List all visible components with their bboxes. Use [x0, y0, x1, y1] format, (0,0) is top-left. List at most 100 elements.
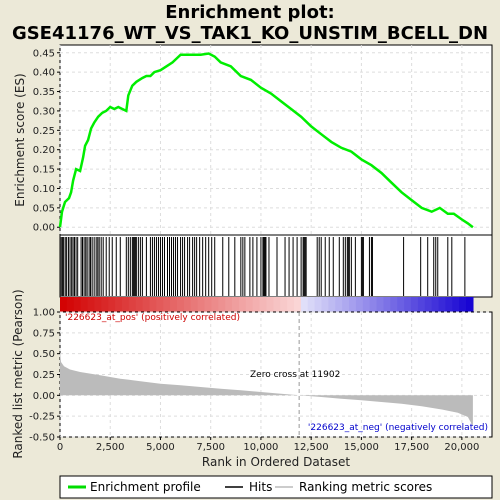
color-bar-segment	[176, 297, 185, 312]
legend-label: Hits	[249, 480, 272, 494]
enrichment-profile-line	[58, 52, 474, 229]
color-bar-segment	[314, 297, 323, 312]
hit-marks	[60, 237, 466, 296]
x-tick-label: 7,500	[196, 442, 225, 453]
es-gridlines	[59, 45, 492, 235]
color-bar-segment	[266, 297, 274, 312]
color-bar-segment	[121, 297, 130, 312]
color-bar-segment	[466, 297, 474, 312]
color-bar-segment	[190, 297, 199, 312]
es-tick-label: 0.00	[33, 223, 55, 234]
x-tick-label: 12,500	[294, 442, 329, 453]
x-tick-label: 2,500	[96, 442, 125, 453]
color-bar-segment	[424, 297, 433, 312]
color-bar-segment	[328, 297, 336, 312]
color-bar-segment	[445, 297, 453, 312]
es-tick-label: 0.25	[33, 126, 55, 137]
color-bar-segment	[342, 297, 350, 312]
es-tick-label: 0.35	[33, 87, 55, 98]
color-bar-segment	[66, 297, 75, 312]
color-bar-segment	[238, 297, 247, 312]
color-bar-segment	[108, 297, 116, 312]
chart-title-line1: Enrichment plot:	[165, 2, 335, 23]
color-bar-segment	[80, 297, 89, 312]
color-bar-segment	[259, 297, 268, 312]
zero-cross-text: Zero cross at 11902	[250, 370, 340, 380]
metric-y-axis: -0.50 -0.25 0.00 0.25 0.50 0.75 1.00	[29, 308, 60, 444]
positive-correlation-label: '226623_at_pos' (positively correlated)	[65, 313, 240, 323]
color-bar-segment	[183, 297, 192, 312]
color-bar-segment	[252, 297, 261, 312]
color-bar-segment	[135, 297, 144, 312]
color-bar-segment	[156, 297, 164, 312]
color-bar-segment	[376, 297, 385, 312]
metric-tick-label: 1.00	[33, 308, 55, 319]
x-tick-label: 15,000	[344, 442, 379, 453]
color-bar-segment	[245, 297, 254, 312]
x-tick-label: 10,000	[243, 442, 278, 453]
color-bar-segment	[197, 297, 206, 312]
hits-panel	[59, 234, 493, 298]
color-bar-segment	[73, 297, 82, 312]
metric-tick-label: 0.50	[33, 349, 55, 360]
x-axis: 0 2,500 5,000 7,500 10,000 12,500 15,000 17,500…	[57, 437, 479, 453]
metric-gridlines	[59, 311, 492, 438]
color-bar-segment	[452, 297, 460, 312]
metric-tick-label: 0.75	[33, 328, 55, 339]
legend-label: Ranking metric scores	[299, 480, 432, 494]
color-bar-segment	[438, 297, 446, 312]
x-axis-label: Rank in Ordered Dataset	[202, 455, 350, 469]
color-bar-segment	[128, 297, 137, 312]
es-y-axis-label: Enrichment score (ES)	[13, 73, 27, 206]
es-tick-label: 0.05	[33, 203, 55, 214]
x-tick-label: 5,000	[146, 442, 175, 453]
color-bar-segment	[163, 297, 171, 312]
legend-label: Enrichment profile	[90, 480, 201, 494]
ranking-metric-area	[60, 352, 473, 427]
color-bar-segment	[383, 297, 391, 312]
color-bar-segment	[397, 297, 405, 312]
legend: Enrichment profile Hits Ranking metric sco…	[68, 480, 432, 494]
color-bar-segment	[300, 297, 309, 312]
color-bar-segment	[142, 297, 151, 312]
es-y-axis: 0.00 0.05 0.10 0.15 0.20 0.25 0.30 0.35 0.40 0.45	[33, 48, 60, 234]
color-bar-segment	[287, 297, 295, 312]
color-bar-segment	[170, 297, 178, 312]
color-bar-segment	[115, 297, 123, 312]
x-tick-label: 17,500	[394, 442, 429, 453]
rank-color-bar	[60, 297, 474, 312]
color-bar-segment	[280, 297, 288, 312]
color-bar-segment	[431, 297, 440, 312]
color-bar-segment	[417, 297, 426, 312]
metric-tick-label: -0.50	[29, 433, 55, 444]
color-bar-segment	[218, 297, 226, 312]
chart-title-line2: GSE41176_WT_VS_TAK1_KO_UNSTIM_BCELL_DN	[12, 23, 488, 44]
color-bar-segment	[369, 297, 378, 312]
color-bar-segment	[225, 297, 233, 312]
color-bar-segment	[335, 297, 343, 312]
color-bar-segment	[211, 297, 219, 312]
es-tick-label: 0.30	[33, 106, 55, 117]
es-panel	[59, 44, 493, 236]
es-tick-label: 0.40	[33, 68, 55, 79]
metric-tick-label: 0.00	[33, 391, 55, 402]
color-bar-segment	[390, 297, 398, 312]
color-bar-segment	[349, 297, 357, 312]
es-tick-label: 0.15	[33, 165, 55, 176]
color-bar-segment	[273, 297, 281, 312]
color-bar-segment	[60, 297, 68, 312]
x-tick-label: 0	[57, 442, 63, 453]
x-tick-label: 20,000	[444, 442, 479, 453]
es-tick-label: 0.45	[33, 48, 55, 59]
negative-correlation-label: '226623_at_neg' (negatively correlated)	[308, 423, 488, 433]
metric-y-axis-label: Ranked list metric (Pearson)	[11, 289, 25, 458]
color-bar-segment	[149, 297, 157, 312]
color-bar-segment	[410, 297, 419, 312]
color-bar-segment	[94, 297, 102, 312]
color-bar-segment	[101, 297, 109, 312]
color-bar-segment	[87, 297, 96, 312]
color-bar-segment	[404, 297, 412, 312]
color-bar-segment	[204, 297, 213, 312]
